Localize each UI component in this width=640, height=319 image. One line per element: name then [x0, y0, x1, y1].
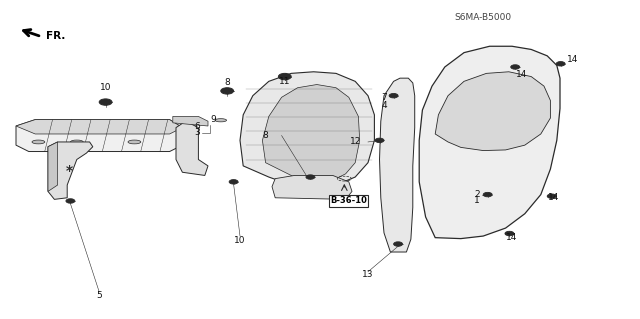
Text: 8: 8 [263, 131, 268, 140]
Circle shape [221, 88, 234, 94]
Text: 14: 14 [506, 233, 518, 242]
Text: *: * [65, 164, 73, 178]
Polygon shape [240, 72, 374, 188]
Polygon shape [48, 142, 58, 191]
Circle shape [306, 175, 315, 179]
Polygon shape [173, 116, 208, 126]
Circle shape [511, 65, 520, 69]
Circle shape [547, 194, 556, 198]
Circle shape [505, 231, 514, 236]
Text: 11: 11 [279, 77, 291, 86]
Polygon shape [16, 120, 182, 134]
Text: 13: 13 [362, 270, 374, 279]
Ellipse shape [70, 140, 83, 144]
Text: 14: 14 [516, 70, 527, 79]
Text: 14: 14 [548, 193, 559, 202]
Text: 5: 5 [97, 291, 102, 300]
Circle shape [66, 199, 75, 203]
Polygon shape [272, 175, 352, 199]
Ellipse shape [215, 119, 227, 122]
Text: 9: 9 [210, 115, 216, 124]
Text: 10: 10 [234, 236, 246, 245]
Ellipse shape [32, 140, 45, 144]
Ellipse shape [128, 140, 141, 144]
Text: 3: 3 [195, 128, 200, 137]
Polygon shape [419, 46, 560, 239]
Polygon shape [380, 78, 415, 252]
Text: FR.: FR. [46, 31, 65, 41]
Text: 10: 10 [100, 83, 111, 92]
Text: 8: 8 [225, 78, 230, 87]
Text: 14: 14 [567, 55, 579, 63]
Text: 7: 7 [381, 93, 387, 102]
Text: 12: 12 [350, 137, 362, 146]
Circle shape [229, 180, 238, 184]
Polygon shape [16, 120, 182, 152]
Text: 4: 4 [381, 101, 387, 110]
Polygon shape [176, 121, 208, 175]
Circle shape [556, 62, 565, 66]
Circle shape [99, 99, 112, 105]
Polygon shape [48, 142, 93, 199]
Text: 6: 6 [195, 122, 200, 131]
Circle shape [278, 73, 291, 80]
Circle shape [375, 138, 384, 143]
Circle shape [483, 192, 492, 197]
Polygon shape [435, 72, 550, 151]
Text: 1: 1 [474, 197, 479, 205]
Circle shape [389, 93, 398, 98]
Text: B-36-10: B-36-10 [330, 197, 367, 205]
Text: 2: 2 [474, 190, 479, 199]
Text: S6MA-B5000: S6MA-B5000 [454, 13, 512, 22]
Polygon shape [262, 85, 360, 182]
Circle shape [394, 242, 403, 246]
